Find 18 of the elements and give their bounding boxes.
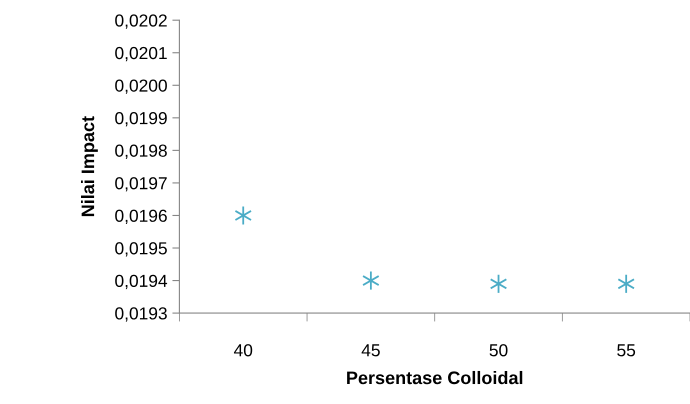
x-tick-label: 55 [617,344,636,356]
y-tick-label: 0,0196 [115,210,167,224]
y-tick-label: 0,0198 [115,144,167,159]
x-tick-label: 50 [490,344,508,356]
y-tick-label: 0,0193 [115,307,167,322]
y-tick-label: 0,0194 [115,274,168,290]
y-tick-label: 0,0199 [115,112,167,126]
y-axis-title: Nilai Impact [81,116,98,216]
y-tick-label: 0,0200 [115,79,167,94]
y-tick-label: 0,0201 [115,46,167,62]
y-tick-label: 0,0195 [115,242,167,257]
x-tick-label: 40 [234,344,252,356]
y-tick-label: 0,0197 [115,177,167,192]
y-tick-label: 0,0202 [115,14,167,29]
point [490,274,508,294]
x-tick-label: 45 [362,344,380,356]
point [362,270,380,290]
x-axis-title: Persentase Colloidal [347,370,522,384]
